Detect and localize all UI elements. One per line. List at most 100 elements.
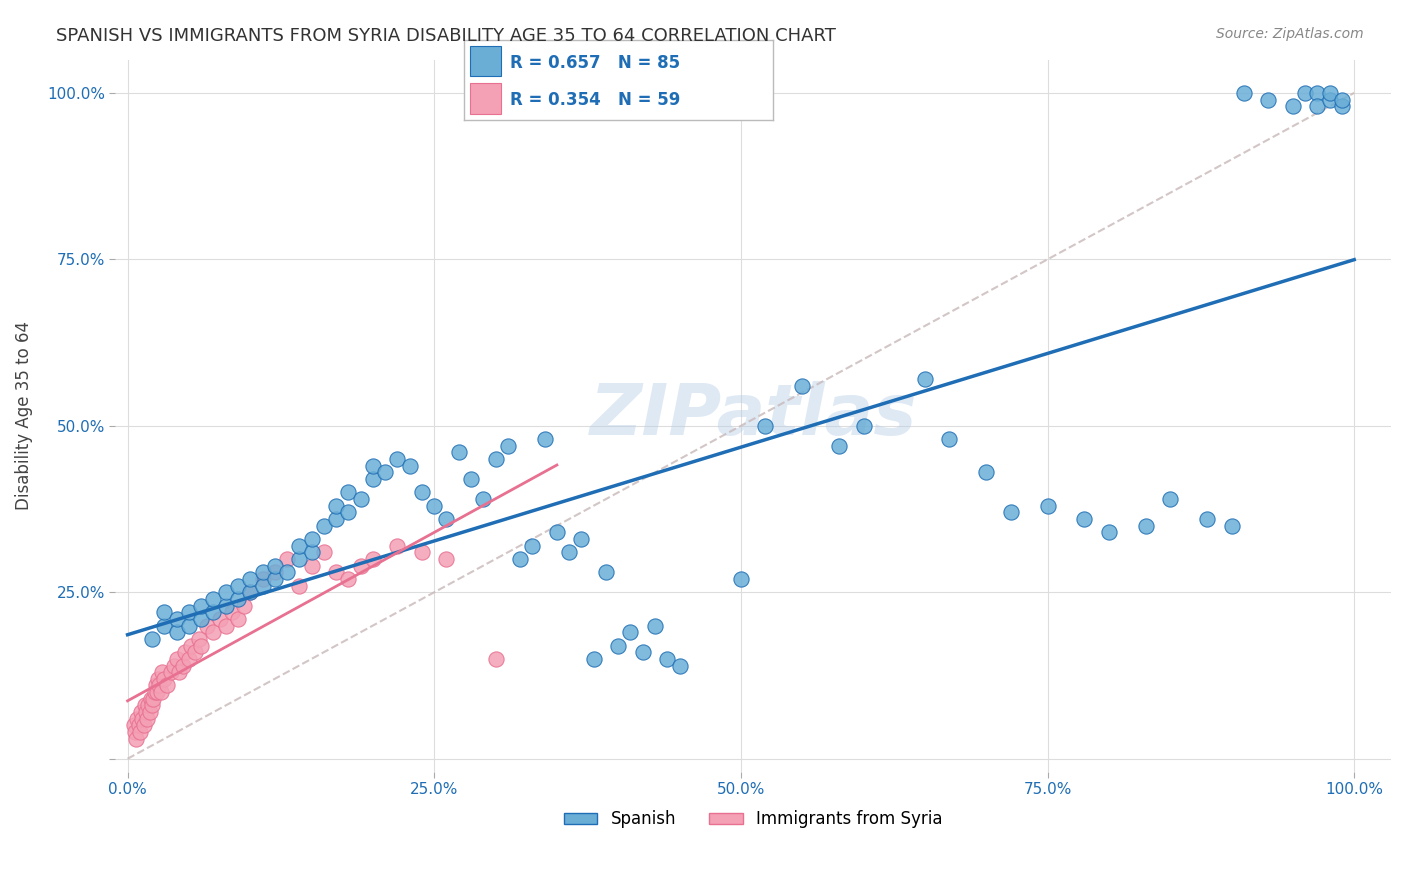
Point	[195, 618, 218, 632]
Point	[522, 539, 544, 553]
Point	[619, 625, 641, 640]
Y-axis label: Disability Age 35 to 64: Disability Age 35 to 64	[15, 321, 32, 510]
Point	[582, 652, 605, 666]
Point	[233, 599, 256, 613]
Point	[411, 485, 433, 500]
Point	[146, 685, 169, 699]
Point	[496, 439, 519, 453]
Point	[288, 539, 311, 553]
Point	[153, 618, 176, 632]
Legend: Spanish, Immigrants from Syria: Spanish, Immigrants from Syria	[557, 804, 949, 835]
Point	[1135, 518, 1157, 533]
Point	[226, 579, 249, 593]
Point	[252, 566, 274, 580]
Point	[127, 712, 149, 726]
Point	[142, 691, 165, 706]
Point	[215, 585, 238, 599]
Point	[172, 658, 194, 673]
Point	[135, 705, 157, 719]
Point	[337, 505, 360, 519]
Point	[187, 632, 209, 646]
Point	[792, 379, 814, 393]
Point	[177, 652, 200, 666]
Point	[134, 698, 156, 713]
Point	[153, 605, 176, 619]
Point	[166, 625, 188, 640]
Point	[215, 618, 238, 632]
Point	[1319, 93, 1341, 107]
Point	[436, 512, 458, 526]
Point	[1257, 93, 1279, 107]
Point	[239, 585, 262, 599]
Point	[166, 612, 188, 626]
Point	[148, 672, 170, 686]
Point	[1220, 518, 1243, 533]
Point	[190, 599, 212, 613]
Point	[1319, 86, 1341, 100]
Point	[337, 485, 360, 500]
Point	[221, 605, 243, 619]
Point	[184, 645, 207, 659]
Point	[252, 572, 274, 586]
Point	[128, 725, 150, 739]
Point	[124, 725, 146, 739]
Point	[145, 678, 167, 692]
Point	[141, 632, 163, 646]
Point	[156, 678, 179, 692]
Point	[484, 652, 506, 666]
Point	[1306, 86, 1329, 100]
Point	[288, 579, 311, 593]
Point	[387, 452, 409, 467]
Text: Source: ZipAtlas.com: Source: ZipAtlas.com	[1216, 27, 1364, 41]
Point	[607, 639, 630, 653]
Point	[668, 658, 690, 673]
Point	[349, 491, 371, 506]
Point	[325, 566, 347, 580]
Point	[938, 432, 960, 446]
Point	[398, 458, 420, 473]
Point	[131, 712, 153, 726]
Point	[361, 458, 384, 473]
Point	[239, 585, 262, 599]
Point	[190, 612, 212, 626]
Point	[349, 558, 371, 573]
Point	[411, 545, 433, 559]
Point	[472, 491, 495, 506]
Point	[276, 566, 298, 580]
Point	[730, 572, 752, 586]
Point	[361, 552, 384, 566]
Point	[167, 665, 190, 680]
Point	[460, 472, 482, 486]
Point	[754, 418, 776, 433]
Point	[312, 518, 335, 533]
Point	[337, 572, 360, 586]
Point	[174, 645, 197, 659]
Point	[374, 466, 396, 480]
Point	[276, 552, 298, 566]
Point	[1233, 86, 1256, 100]
Point	[558, 545, 581, 559]
Point	[312, 545, 335, 559]
Point	[202, 625, 225, 640]
Point	[190, 639, 212, 653]
Point	[325, 499, 347, 513]
Point	[1330, 93, 1353, 107]
Point	[202, 605, 225, 619]
Point	[125, 731, 148, 746]
Point	[1294, 86, 1316, 100]
Point	[132, 718, 155, 732]
Point	[914, 372, 936, 386]
Point	[1330, 99, 1353, 113]
Point	[595, 566, 617, 580]
Point	[202, 591, 225, 606]
Point	[208, 612, 231, 626]
Point	[1073, 512, 1095, 526]
Point	[631, 645, 654, 659]
Point	[828, 439, 851, 453]
Point	[148, 678, 170, 692]
Point	[163, 658, 186, 673]
Point	[657, 652, 679, 666]
Point	[128, 718, 150, 732]
Point	[239, 572, 262, 586]
Point	[301, 545, 323, 559]
